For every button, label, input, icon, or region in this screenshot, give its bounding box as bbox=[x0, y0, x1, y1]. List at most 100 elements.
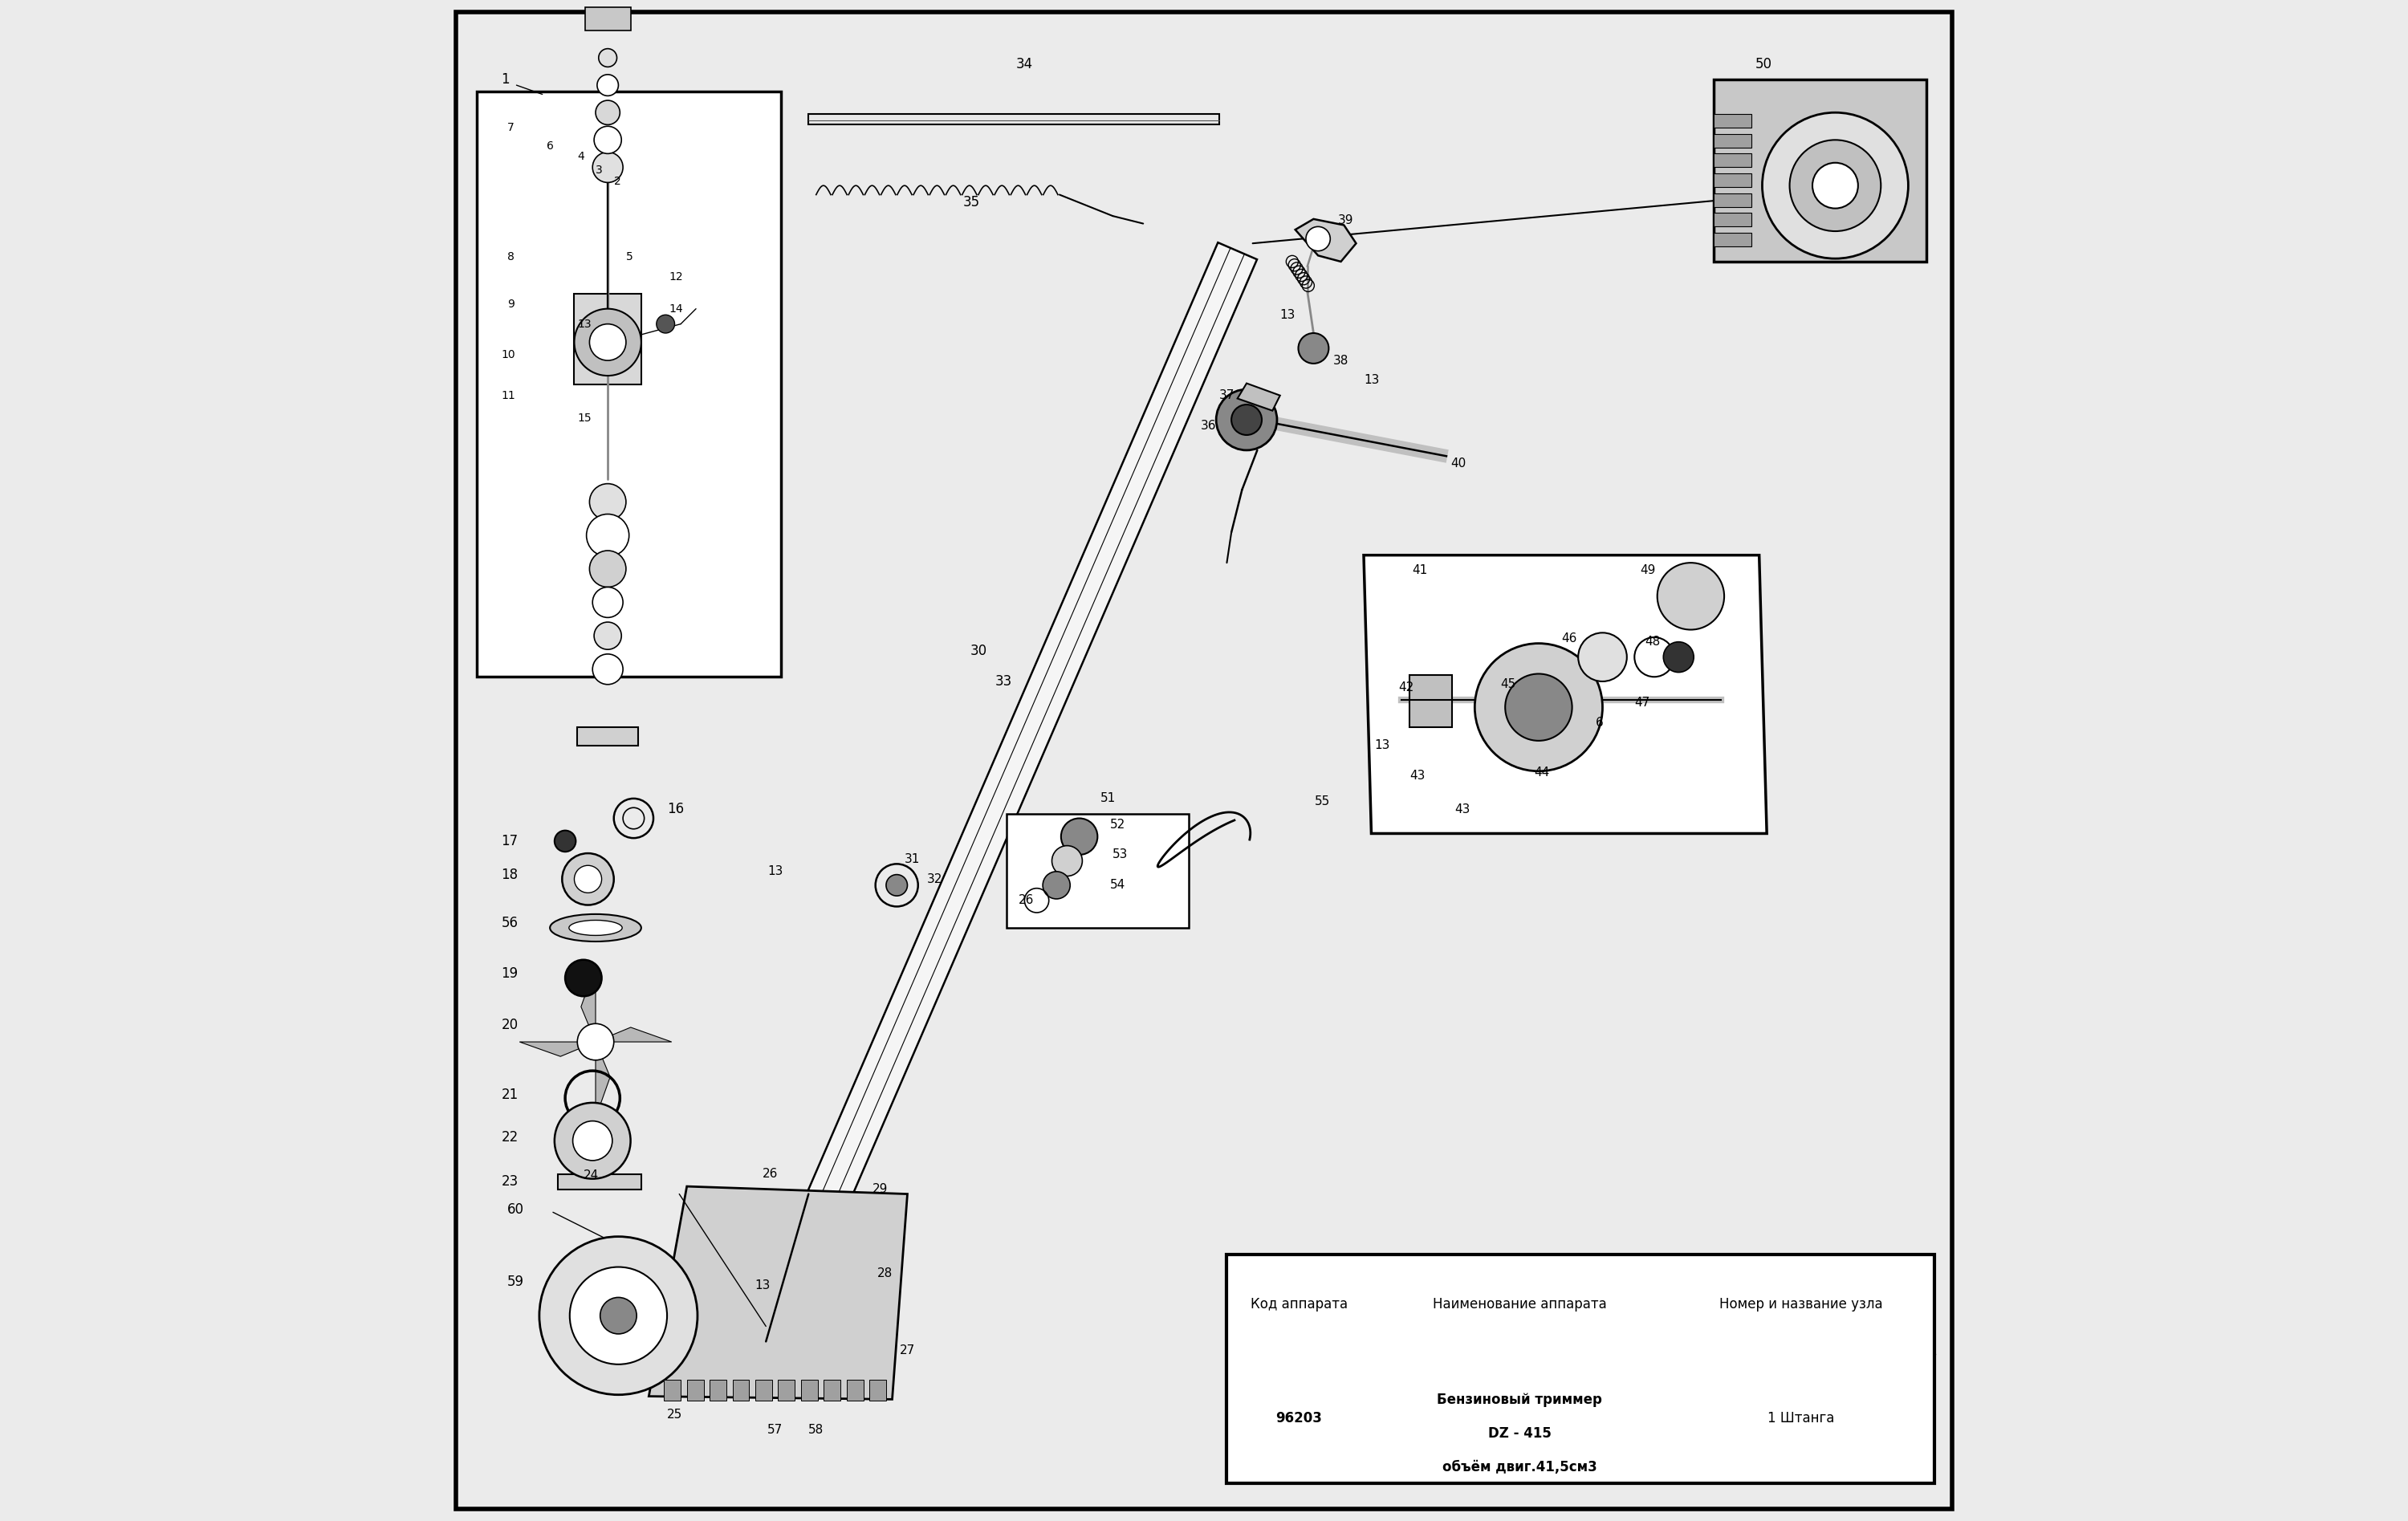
Circle shape bbox=[1577, 633, 1628, 681]
Text: 13: 13 bbox=[1281, 309, 1296, 321]
Circle shape bbox=[1062, 818, 1098, 855]
Text: 10: 10 bbox=[501, 348, 515, 360]
Text: 27: 27 bbox=[901, 1345, 915, 1357]
Text: 25: 25 bbox=[667, 1408, 681, 1421]
Text: 11: 11 bbox=[501, 389, 515, 402]
Bar bbox=[578, 727, 638, 745]
Circle shape bbox=[561, 853, 614, 905]
Bar bbox=[573, 294, 641, 385]
Polygon shape bbox=[746, 242, 1257, 1351]
Text: 49: 49 bbox=[1640, 564, 1657, 576]
Bar bbox=[1714, 213, 1751, 227]
Bar bbox=[756, 1380, 773, 1401]
Circle shape bbox=[592, 654, 624, 684]
Circle shape bbox=[592, 587, 624, 618]
Bar bbox=[1714, 134, 1751, 148]
Bar bbox=[710, 1380, 727, 1401]
Text: 28: 28 bbox=[877, 1267, 893, 1279]
Circle shape bbox=[1298, 333, 1329, 364]
Bar bbox=[809, 114, 1218, 125]
Ellipse shape bbox=[549, 914, 641, 941]
Bar bbox=[869, 1380, 886, 1401]
Polygon shape bbox=[648, 1186, 908, 1399]
Text: 17: 17 bbox=[501, 834, 518, 849]
Polygon shape bbox=[1296, 219, 1356, 262]
Text: 52: 52 bbox=[1110, 818, 1125, 830]
Circle shape bbox=[590, 324, 626, 360]
Text: 6: 6 bbox=[547, 140, 554, 152]
Text: 39: 39 bbox=[1339, 214, 1353, 227]
Bar bbox=[477, 91, 780, 677]
Bar bbox=[1714, 173, 1751, 187]
Text: 53: 53 bbox=[1112, 849, 1129, 861]
Polygon shape bbox=[595, 1027, 672, 1042]
Bar bbox=[665, 1380, 681, 1401]
Text: 21: 21 bbox=[501, 1088, 518, 1103]
Text: 18: 18 bbox=[501, 867, 518, 882]
Bar bbox=[686, 1380, 703, 1401]
Circle shape bbox=[1664, 642, 1693, 672]
Bar bbox=[1714, 114, 1751, 128]
Circle shape bbox=[657, 315, 674, 333]
Text: 43: 43 bbox=[1409, 770, 1426, 782]
Text: объём двиг.41,5см3: объём двиг.41,5см3 bbox=[1442, 1460, 1597, 1474]
Polygon shape bbox=[520, 1042, 595, 1057]
Circle shape bbox=[595, 126, 621, 154]
Text: 13: 13 bbox=[578, 318, 592, 330]
Text: 12: 12 bbox=[669, 271, 684, 283]
Text: 54: 54 bbox=[1110, 879, 1125, 891]
Text: 4: 4 bbox=[578, 151, 585, 163]
Text: 13: 13 bbox=[1363, 374, 1380, 386]
Text: 1: 1 bbox=[501, 71, 510, 87]
Text: 96203: 96203 bbox=[1276, 1411, 1322, 1425]
Circle shape bbox=[1657, 563, 1724, 630]
Text: 14: 14 bbox=[669, 303, 684, 315]
Circle shape bbox=[600, 1297, 636, 1334]
Text: 7: 7 bbox=[508, 122, 515, 134]
Circle shape bbox=[590, 551, 626, 587]
Text: 31: 31 bbox=[905, 853, 920, 865]
Circle shape bbox=[578, 1024, 614, 1060]
Bar bbox=[824, 1380, 840, 1401]
Circle shape bbox=[566, 960, 602, 996]
Text: 46: 46 bbox=[1560, 633, 1577, 645]
Text: 60: 60 bbox=[508, 1202, 525, 1217]
Polygon shape bbox=[580, 966, 595, 1042]
Text: 34: 34 bbox=[1016, 56, 1033, 71]
Text: 15: 15 bbox=[578, 412, 592, 424]
Text: 40: 40 bbox=[1450, 458, 1466, 470]
Text: 45: 45 bbox=[1500, 678, 1517, 691]
Circle shape bbox=[592, 152, 624, 183]
Text: 26: 26 bbox=[1019, 894, 1033, 907]
Bar bbox=[1714, 79, 1926, 262]
Bar bbox=[848, 1380, 864, 1401]
Text: 44: 44 bbox=[1534, 767, 1548, 779]
Text: 57: 57 bbox=[768, 1424, 783, 1436]
Text: 59: 59 bbox=[508, 1275, 525, 1290]
Circle shape bbox=[1474, 643, 1601, 771]
Bar bbox=[559, 1174, 641, 1189]
Text: 33: 33 bbox=[995, 674, 1011, 689]
Circle shape bbox=[588, 514, 628, 557]
Text: 20: 20 bbox=[501, 1018, 518, 1033]
Text: 23: 23 bbox=[501, 1174, 518, 1189]
Circle shape bbox=[886, 875, 908, 896]
Text: DZ - 415: DZ - 415 bbox=[1488, 1427, 1551, 1440]
Circle shape bbox=[1043, 872, 1069, 899]
Text: 16: 16 bbox=[667, 802, 684, 817]
Text: 42: 42 bbox=[1399, 681, 1413, 694]
Text: 47: 47 bbox=[1635, 697, 1649, 709]
Bar bbox=[1714, 233, 1751, 246]
Text: 8: 8 bbox=[508, 251, 515, 263]
Bar bbox=[585, 8, 631, 30]
Circle shape bbox=[539, 1237, 698, 1395]
Text: 26: 26 bbox=[763, 1168, 778, 1180]
Circle shape bbox=[1216, 389, 1276, 450]
Text: 19: 19 bbox=[501, 966, 518, 981]
Text: 55: 55 bbox=[1315, 795, 1329, 808]
Circle shape bbox=[1763, 113, 1907, 259]
Circle shape bbox=[571, 1267, 667, 1364]
Text: 51: 51 bbox=[1100, 792, 1115, 805]
Text: 30: 30 bbox=[970, 643, 987, 659]
Text: 38: 38 bbox=[1334, 354, 1348, 367]
